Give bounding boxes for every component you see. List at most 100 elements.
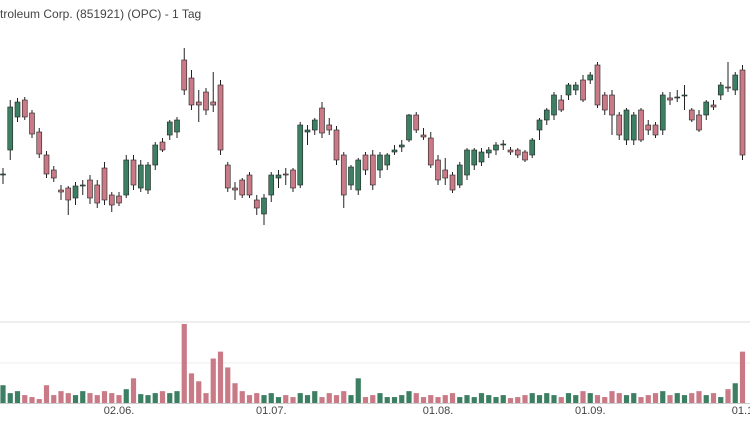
volume-bar (674, 393, 680, 403)
x-tick-label: 01.07. (256, 405, 287, 417)
volume-bar (203, 393, 209, 403)
candle-body (551, 94, 557, 116)
volume-bar (667, 395, 673, 403)
volume-bar (101, 391, 108, 403)
candle-body (261, 197, 267, 215)
x-tick-label: 01.09. (575, 405, 606, 417)
candle-body (630, 114, 637, 141)
candle-body (297, 124, 304, 186)
volume-bar (152, 393, 158, 403)
volume-bar (275, 397, 282, 403)
volume-bar (268, 393, 274, 403)
candle-body (413, 114, 420, 131)
volume-bar (507, 398, 514, 403)
candle-body (696, 114, 702, 131)
volume-bar (645, 395, 651, 403)
volume-bar (681, 395, 688, 403)
candle-body (703, 101, 710, 116)
candle-body (471, 149, 478, 166)
candle-body (137, 164, 144, 189)
candle-body (478, 151, 485, 163)
candle-body (29, 112, 35, 135)
candle-body (449, 174, 456, 191)
volume-bar (391, 397, 398, 403)
volume-bar (442, 395, 448, 403)
candle-body (500, 143, 507, 146)
candle-body (145, 164, 151, 191)
candle-body (558, 99, 565, 111)
volume-bar (544, 393, 550, 403)
volume-bar (181, 323, 187, 403)
volume-bar (689, 393, 695, 403)
volume-bar (246, 395, 253, 403)
candle-body (0, 173, 6, 176)
candle-body (638, 109, 644, 141)
candle-body (667, 97, 673, 101)
x-tick-label: 02.06. (104, 405, 135, 417)
volume-bar (515, 397, 521, 403)
volume-bar (551, 395, 557, 403)
candle-body (152, 144, 159, 166)
volume-bar (210, 358, 216, 403)
volume-bar (529, 393, 535, 403)
volume-bar (478, 393, 485, 403)
candle-body (355, 159, 362, 191)
candle-body (123, 159, 130, 196)
candle-body (246, 174, 253, 196)
candle-body (304, 129, 311, 133)
volume-bar (225, 367, 231, 403)
volume-bar (188, 373, 195, 403)
volume-bar (500, 395, 506, 403)
candle-body (529, 139, 536, 156)
volume-bar (486, 395, 492, 403)
candle-body (232, 187, 238, 191)
volume-bar (217, 351, 224, 403)
candle-body (217, 84, 224, 151)
candle-body (543, 109, 550, 121)
candle-body (442, 169, 449, 179)
volume-bar (283, 395, 289, 403)
candle-body (239, 179, 246, 196)
candle-body (181, 59, 188, 91)
volume-bar (355, 378, 361, 403)
volume-bar (14, 391, 21, 403)
volume-bar (36, 399, 42, 403)
candle-body (616, 114, 623, 136)
candle-body (79, 184, 86, 187)
candle-body (732, 74, 739, 91)
candle-body (688, 109, 695, 121)
volume-bar (65, 393, 71, 403)
volume-bar (623, 395, 630, 403)
volume-bar (580, 391, 586, 403)
volume-bar (80, 391, 86, 403)
volume-bar (573, 395, 579, 403)
volume-bar (326, 393, 332, 403)
volume-bar (602, 397, 608, 403)
candle-body (493, 144, 499, 151)
volume-bar (471, 397, 477, 403)
volume-bar (732, 383, 738, 403)
volume-bar (449, 393, 456, 403)
volume-bar (435, 397, 441, 403)
candle-body (427, 137, 434, 166)
candle-body (435, 159, 441, 181)
volume-bar (290, 397, 296, 403)
volume-bar (638, 397, 644, 403)
candle-body (464, 149, 470, 176)
candle-body (348, 166, 354, 186)
candle-body (282, 173, 289, 176)
candle-body (717, 84, 724, 96)
candle-body (362, 154, 369, 171)
candle-body (210, 101, 217, 106)
volume-bar (406, 391, 412, 403)
volume-bar (565, 393, 572, 403)
volume-bar (377, 393, 383, 403)
candle-body (50, 169, 57, 179)
volume-bar (739, 351, 746, 403)
candle-body (188, 77, 195, 106)
volume-bar (594, 395, 601, 403)
volume-bar (616, 393, 622, 403)
volume-bar (159, 391, 166, 403)
candle-body (623, 109, 630, 141)
